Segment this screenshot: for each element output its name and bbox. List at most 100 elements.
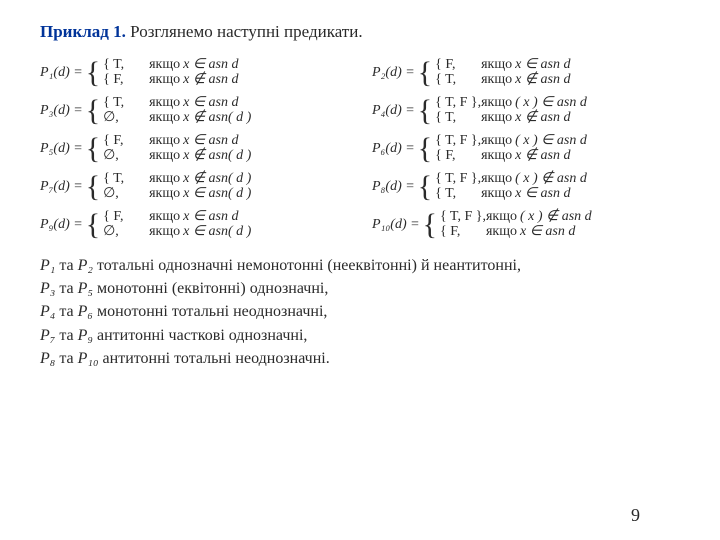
case-value: { T, F }, [435, 134, 481, 149]
summary-pred-ref: P₆ [78, 303, 93, 320]
summary-pred-ref: P₂ [78, 257, 93, 274]
predicate-head: P₄(d) = [372, 104, 415, 119]
predicate-case: { F,якщоx ∈ asn d [103, 210, 251, 225]
summary-text: монотонні тотальні неоднозначні, [93, 303, 327, 320]
case-condition: x ∉ asn d [515, 111, 570, 126]
case-condition: ( x ) ∉ asn d [515, 172, 587, 187]
predicate-definition: P₃(d) = {{ T,якщоx ∈ asn d∅,якщоx ∉ asn(… [40, 96, 348, 126]
case-value: { T, [435, 73, 481, 88]
predicate-cases: { T, F },якщо( x ) ∈ asn d{ F,якщоx ∉ as… [435, 134, 587, 163]
case-value: { F, [435, 149, 481, 164]
predicate-definition: P₁(d) = {{ T,якщоx ∈ asn d{ F,якщоx ∉ as… [40, 58, 348, 88]
predicate-definition: P₆(d) = {{ T, F },якщо( x ) ∈ asn d{ F,я… [372, 134, 680, 164]
case-keyword: якщо [481, 111, 512, 126]
open-brace-icon: { [418, 172, 432, 202]
predicate-head: P₇(d) = [40, 180, 83, 195]
case-condition: x ∉ asn d [183, 73, 238, 88]
predicate-case: { T,якщоx ∈ asn d [103, 58, 238, 73]
open-brace-icon: { [423, 210, 437, 240]
summary-text: антитонні часткові однозначні, [93, 327, 307, 344]
predicate-case: { T,якщоx ∈ asn d [435, 187, 587, 202]
predicate-case: { T, F },якщо( x ) ∈ asn d [435, 134, 587, 149]
predicate-head: P₂(d) = [372, 66, 415, 81]
predicate-case: { F,якщоx ∈ asn d [103, 134, 251, 149]
predicate-cases: { T,якщоx ∈ asn d∅,якщоx ∉ asn( d ) [103, 96, 251, 125]
summary-pred-ref: P₇ [40, 327, 55, 344]
case-condition: x ∈ asn( d ) [183, 187, 251, 202]
predicate-head: P₆(d) = [372, 142, 415, 157]
case-value: { T, [435, 187, 481, 202]
case-value: { T, F }, [440, 210, 486, 225]
case-condition: x ∉ asn( d ) [183, 111, 251, 126]
example-text: Розглянемо наступні предикати. [126, 22, 363, 41]
summary-line: P₇ та P₉ антитонні часткові однозначні, [40, 324, 680, 347]
case-keyword: якщо [481, 96, 512, 111]
predicate-definition: P₇(d) = {{ T,якщоx ∉ asn( d )∅,якщоx ∈ a… [40, 172, 348, 202]
case-condition: ( x ) ∉ asn d [520, 210, 592, 225]
case-value: { F, [103, 210, 149, 225]
case-value: ∅, [103, 225, 149, 240]
predicate-definition: P₂(d) = {{ F,якщоx ∈ asn d{ T,якщоx ∉ as… [372, 58, 680, 88]
case-value: { T, [103, 58, 149, 73]
summary-block: P₁ та P₂ тотальні однозначні немонотонні… [40, 254, 680, 370]
example-title: Приклад 1. Розглянемо наступні предикати… [40, 22, 680, 42]
case-value: { T, [435, 111, 481, 126]
predicate-definition: P₁₀(d) = {{ T, F },якщо( x ) ∉ asn d{ F,… [372, 210, 680, 240]
case-condition: x ∈ asn d [515, 58, 570, 73]
case-value: { T, [103, 172, 149, 187]
case-condition: ( x ) ∈ asn d [515, 134, 587, 149]
case-condition: x ∈ asn( d ) [183, 225, 251, 240]
summary-pred-ref: P₄ [40, 303, 55, 320]
page-number: 9 [631, 505, 640, 526]
case-value: { T, [103, 96, 149, 111]
case-keyword: якщо [486, 210, 517, 225]
predicate-head: P₅(d) = [40, 142, 83, 157]
open-brace-icon: { [86, 96, 100, 126]
case-condition: x ∈ asn d [183, 134, 238, 149]
case-keyword: якщо [149, 111, 180, 126]
predicate-definition: P₅(d) = {{ F,якщоx ∈ asn d∅,якщоx ∉ asn(… [40, 134, 348, 164]
case-keyword: якщо [486, 225, 517, 240]
case-value: ∅, [103, 111, 149, 126]
case-value: ∅, [103, 187, 149, 202]
predicate-definitions: P₁(d) = {{ T,якщоx ∈ asn d{ F,якщоx ∉ as… [40, 58, 680, 240]
case-keyword: якщо [149, 73, 180, 88]
case-keyword: якщо [149, 187, 180, 202]
open-brace-icon: { [418, 58, 432, 88]
predicate-cases: { F,якщоx ∈ asn d∅,якщоx ∉ asn( d ) [103, 134, 251, 163]
predicate-head: P₁₀(d) = [372, 218, 420, 233]
case-keyword: якщо [481, 187, 512, 202]
summary-pred-ref: P₅ [78, 280, 93, 297]
summary-pred-ref: P₁ [40, 257, 55, 274]
case-condition: x ∈ asn d [515, 187, 570, 202]
predicate-head: P₉(d) = [40, 218, 83, 233]
case-condition: x ∈ asn d [183, 96, 238, 111]
case-value: { F, [435, 58, 481, 73]
case-value: { T, F }, [435, 96, 481, 111]
summary-text: антитонні тотальні неоднозначні. [99, 350, 330, 367]
predicate-case: ∅,якщоx ∈ asn( d ) [103, 225, 251, 240]
predicate-definition: P₄(d) = {{ T, F },якщо( x ) ∈ asn d{ T,я… [372, 96, 680, 126]
predicate-case: { T, F },якщо( x ) ∈ asn d [435, 96, 587, 111]
case-value: { F, [103, 134, 149, 149]
predicate-case: { F,якщоx ∉ asn d [435, 149, 587, 164]
open-brace-icon: { [418, 134, 432, 164]
open-brace-icon: { [86, 58, 100, 88]
case-value: { T, F }, [435, 172, 481, 187]
predicate-case: { T,якщоx ∉ asn d [435, 73, 570, 88]
case-keyword: якщо [149, 225, 180, 240]
predicate-definition: P₉(d) = {{ F,якщоx ∈ asn d∅,якщоx ∈ asn(… [40, 210, 348, 240]
case-condition: x ∉ asn d [515, 149, 570, 164]
case-condition: x ∉ asn( d ) [183, 149, 251, 164]
predicate-case: { T,якщоx ∉ asn( d ) [103, 172, 251, 187]
predicate-column-right: P₂(d) = {{ F,якщоx ∈ asn d{ T,якщоx ∉ as… [372, 58, 680, 240]
summary-line: P₄ та P₆ монотонні тотальні неоднозначні… [40, 300, 680, 323]
summary-pred-ref: P₉ [78, 327, 93, 344]
predicate-column-left: P₁(d) = {{ T,якщоx ∈ asn d{ F,якщоx ∉ as… [40, 58, 348, 240]
case-keyword: якщо [481, 149, 512, 164]
case-value: { F, [103, 73, 149, 88]
example-number: Приклад 1. [40, 22, 126, 41]
case-keyword: якщо [481, 58, 512, 73]
predicate-head: P₃(d) = [40, 104, 83, 119]
predicate-cases: { T,якщоx ∉ asn( d )∅,якщоx ∈ asn( d ) [103, 172, 251, 201]
